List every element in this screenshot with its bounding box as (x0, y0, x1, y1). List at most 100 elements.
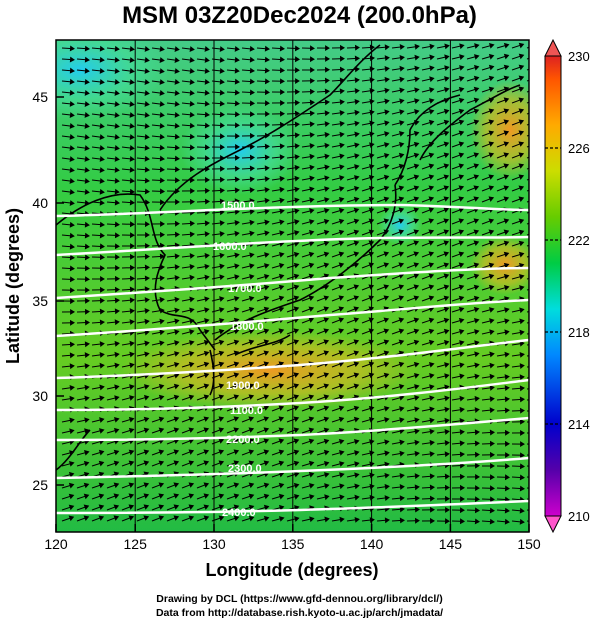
wind-arrow-head (114, 145, 120, 151)
wind-arrow-head (204, 57, 210, 63)
wind-arrow-head (174, 264, 180, 271)
wind-arrow-head (114, 221, 120, 228)
wind-arrow-head (143, 460, 150, 466)
wind-arrow-head (248, 515, 255, 522)
wind-arrow-head (144, 329, 150, 336)
wind-arrow-head (128, 504, 135, 510)
wind-arrow-head (143, 493, 150, 499)
wind-arrow-head (279, 143, 285, 150)
wind-arrow-head (368, 229, 375, 236)
wind-arrow-head (159, 68, 165, 75)
wind-arrow-head (473, 75, 480, 82)
wind-arrow-head (338, 240, 345, 247)
wind-arrow-head (70, 309, 75, 315)
credits-footer: Drawing by DCL (https://www.gfd-dennou.o… (0, 592, 599, 620)
wind-arrow-head (189, 100, 195, 107)
wind-arrow-head (203, 493, 210, 499)
wind-arrow-head (536, 442, 540, 446)
wind-arrow-head (535, 364, 539, 368)
drawing-credit: Drawing by DCL (https://www.gfd-dennou.o… (156, 593, 443, 605)
wind-arrow-head (203, 515, 210, 522)
wind-arrow-head (443, 163, 450, 169)
y-tick-label: 25 (32, 477, 48, 493)
wind-arrow-head (414, 417, 420, 424)
wind-arrow-head (429, 451, 435, 457)
wind-arrow-head (69, 123, 75, 129)
wind-arrow-head (293, 273, 300, 280)
wind-arrow-head (278, 361, 285, 367)
wind-arrow-head (263, 350, 270, 356)
wind-arrow-head (503, 185, 510, 191)
wind-arrow-head (443, 351, 450, 357)
wind-arrow-head (414, 450, 420, 457)
wind-arrow-head (354, 142, 360, 149)
wind-arrow-head (219, 165, 225, 172)
wind-arrow-head (204, 67, 210, 74)
wind-arrow-head (143, 427, 150, 434)
wind-arrow-head (428, 207, 435, 213)
wind-arrow-head (129, 123, 135, 129)
wind-arrow-head (459, 65, 465, 71)
wind-arrow-head (69, 189, 75, 195)
wind-arrow-head (323, 416, 330, 423)
wind-arrow-head (414, 495, 420, 502)
wind-arrow-head (158, 460, 165, 466)
wind-arrow-head (444, 518, 450, 525)
wind-arrow-head (503, 262, 510, 269)
wind-arrow-head (234, 187, 240, 194)
wind-arrow-head (353, 251, 360, 257)
wind-arrow-head (413, 207, 420, 213)
wind-arrow-head (353, 175, 360, 181)
wind-arrow-head (535, 353, 539, 357)
wind-arrow-head (308, 482, 315, 489)
wind-arrow-head (368, 284, 375, 290)
wind-arrow-head (443, 119, 450, 126)
wind-arrow-head (263, 493, 270, 500)
wind-arrow-head (294, 186, 300, 193)
wind-arrow-head (534, 186, 538, 190)
wind-arrow-head (129, 68, 135, 74)
wind-arrow-head (458, 218, 465, 224)
wind-arrow-head (279, 110, 285, 117)
wind-arrow-head (204, 296, 210, 303)
wind-arrow-head (519, 385, 525, 392)
wind-arrow-head (98, 460, 105, 467)
wind-arrow-head (159, 101, 165, 107)
wind-arrow-head (129, 134, 135, 140)
wind-arrow-head (339, 66, 345, 73)
wind-arrow-head (98, 471, 105, 478)
wind-arrow-head (174, 68, 180, 74)
wind-arrow-head (68, 482, 75, 489)
wind-arrow-head (188, 449, 195, 455)
wind-arrow-head (309, 77, 315, 84)
wind-arrow-head (159, 177, 165, 184)
wind-arrow-head (159, 155, 165, 162)
wind-arrow-head (428, 262, 435, 268)
wind-arrow-head (293, 262, 300, 269)
wind-arrow-head (294, 121, 300, 128)
wind-arrow-head (249, 132, 255, 139)
wind-arrow-head (293, 383, 300, 389)
data-source-credit: Data from http://database.rish.kyoto-u.a… (155, 607, 444, 619)
wind-arrow-head (428, 130, 435, 137)
wind-arrow-head (383, 207, 390, 214)
wind-arrow-head (129, 45, 135, 52)
wind-arrow-head (414, 65, 420, 72)
wind-arrow-head (535, 387, 539, 391)
wind-arrow-head (234, 100, 240, 107)
wind-arrow-head (353, 438, 360, 445)
wind-arrow-head (383, 185, 390, 192)
wind-arrow-head (69, 89, 75, 96)
wind-arrow-head (308, 273, 315, 280)
wind-arrow-head (98, 504, 105, 511)
wind-arrow-head (99, 265, 105, 272)
wind-arrow-head (459, 507, 465, 514)
wind-arrow-head (353, 350, 360, 356)
wind-arrow-head (519, 485, 525, 492)
wind-arrow-head (399, 76, 405, 83)
wind-arrow-head (278, 394, 285, 400)
wind-arrow-head (263, 328, 270, 335)
wind-arrow-head (159, 79, 165, 85)
wind-arrow-head (234, 89, 240, 96)
wind-arrow-head (444, 428, 450, 435)
